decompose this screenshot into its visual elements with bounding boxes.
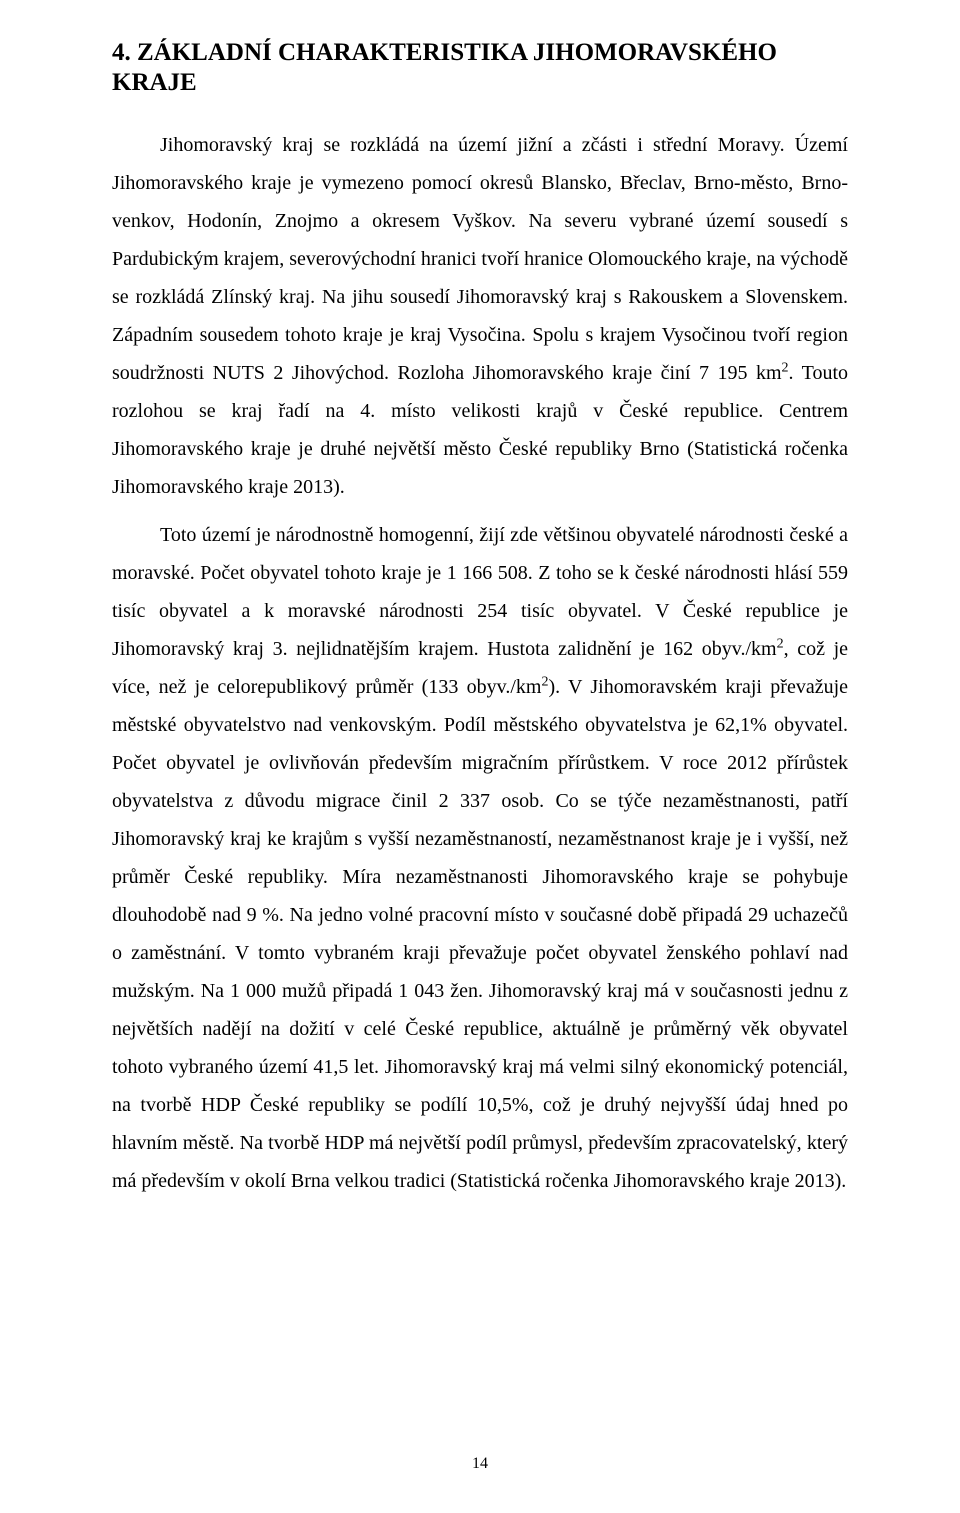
page-number: 14 [0,1455,960,1473]
paragraph-1: Jihomoravský kraj se rozkládá na území j… [112,126,848,506]
para2-text-c: ). V Jihomoravském kraji převažuje městs… [112,676,848,1192]
para1-text-a: Jihomoravský kraj se rozkládá na území j… [112,134,848,384]
paragraph-2: Toto území je národnostně homogenní, žij… [112,516,848,1200]
para2-sup-1: 2 [777,636,784,651]
para2-text-a: Toto území je národnostně homogenní, žij… [112,524,848,660]
para1-sup-1: 2 [782,360,789,375]
section-heading: 4. ZÁKLADNÍ CHARAKTERISTIKA JIHOMORAVSKÉ… [112,38,848,98]
document-page: 4. ZÁKLADNÍ CHARAKTERISTIKA JIHOMORAVSKÉ… [0,0,960,1513]
